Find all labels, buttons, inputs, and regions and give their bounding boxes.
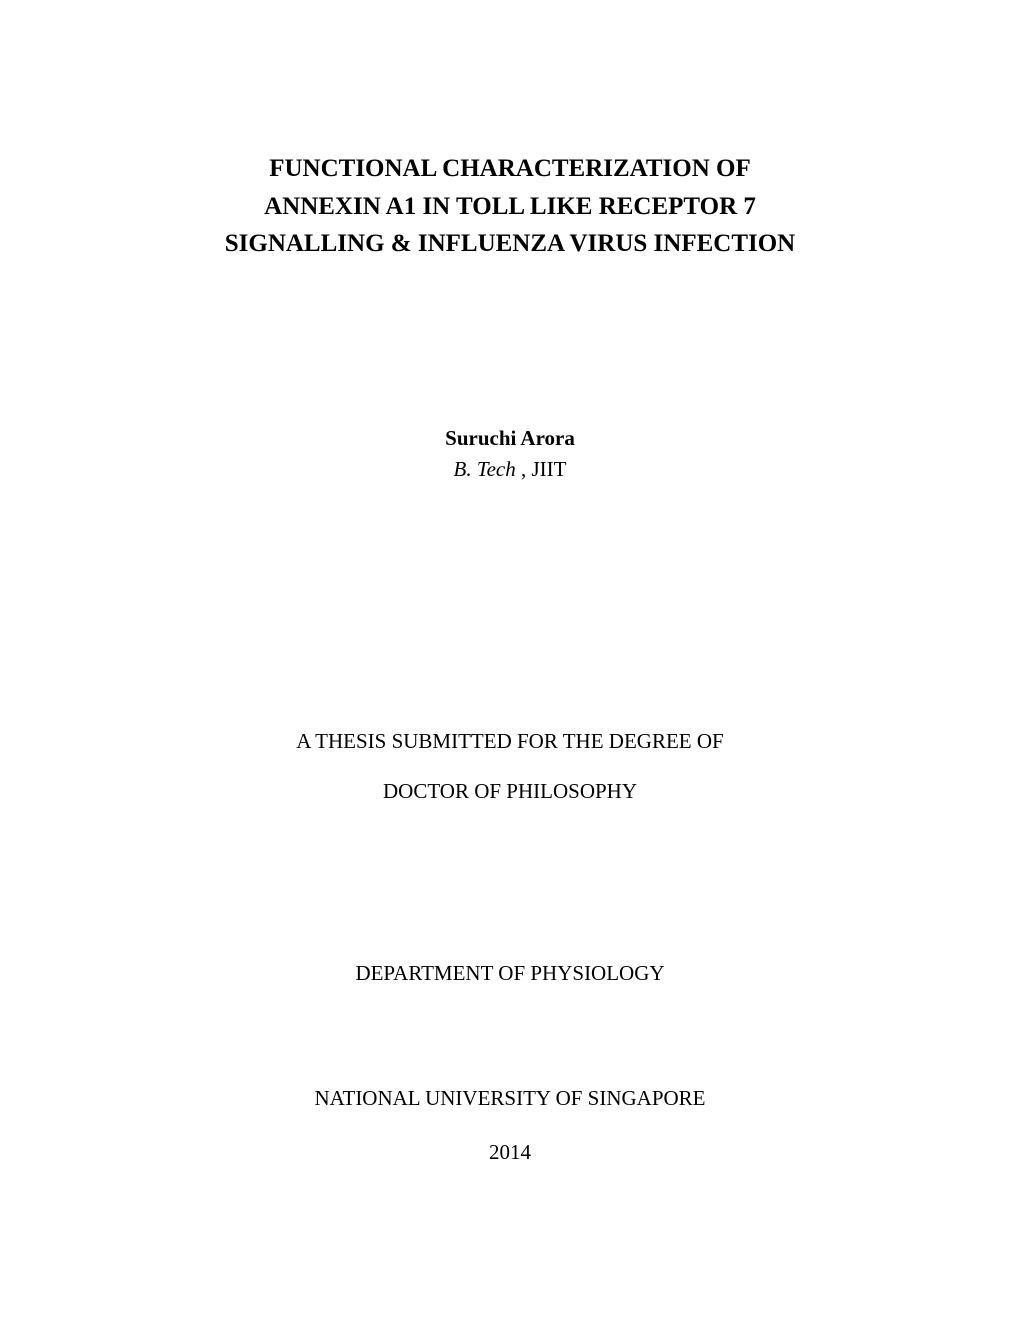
author-degree-prefix: B. Tech: [454, 457, 516, 481]
title-line-1: FUNCTIONAL CHARACTERIZATION OF: [225, 150, 795, 188]
department-name: DEPARTMENT OF PHYSIOLOGY: [355, 946, 664, 1001]
thesis-line-1: A THESIS SUBMITTED FOR THE DEGREE OF: [296, 716, 723, 766]
title-line-2: ANNEXIN A1 IN TOLL LIKE RECEPTOR 7: [225, 188, 795, 226]
year: 2014: [314, 1125, 705, 1180]
university-block: NATIONAL UNIVERSITY OF SINGAPORE 2014: [314, 1071, 705, 1180]
author-degree: B. Tech , JIIT: [445, 454, 575, 486]
author-name: Suruchi Arora: [445, 423, 575, 455]
thesis-statement: A THESIS SUBMITTED FOR THE DEGREE OF DOC…: [296, 716, 723, 817]
thesis-title: FUNCTIONAL CHARACTERIZATION OF ANNEXIN A…: [225, 150, 795, 263]
department-block: DEPARTMENT OF PHYSIOLOGY: [355, 946, 664, 1001]
author-block: Suruchi Arora B. Tech , JIIT: [445, 423, 575, 486]
title-line-3: SIGNALLING & INFLUENZA VIRUS INFECTION: [225, 225, 795, 263]
thesis-line-2: DOCTOR OF PHILOSOPHY: [296, 766, 723, 816]
author-degree-suffix: , JIIT: [516, 457, 567, 481]
university-name: NATIONAL UNIVERSITY OF SINGAPORE: [314, 1071, 705, 1126]
